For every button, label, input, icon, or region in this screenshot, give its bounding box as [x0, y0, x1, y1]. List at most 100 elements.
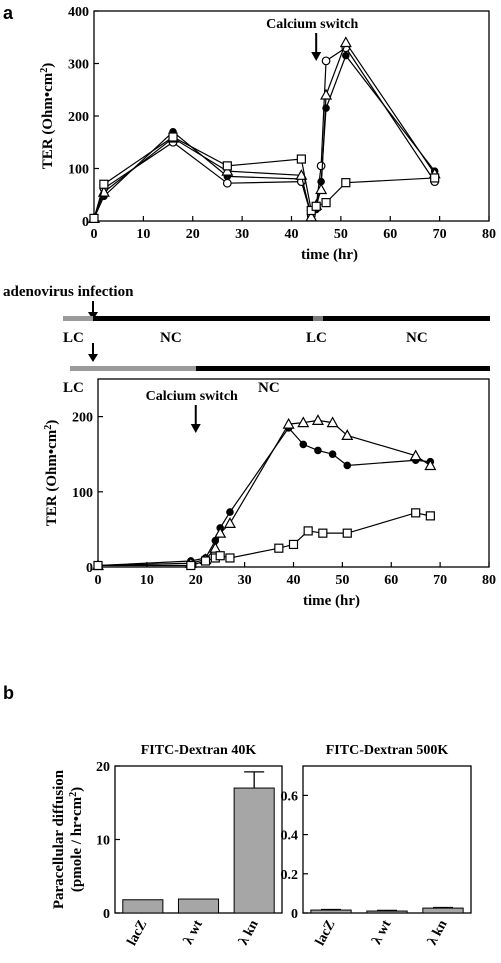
data-point-open-square [425, 511, 435, 521]
data-point-filled-circle [342, 51, 350, 60]
x-tick-label: 30 [235, 227, 249, 242]
data-point-open-square [168, 132, 178, 142]
y-tick-label: 0 [82, 215, 89, 230]
infection-label: adenovirus infection [3, 284, 134, 300]
y-tick-label: 0 [86, 561, 93, 576]
timeline1-lc2-gray [313, 316, 323, 321]
data-point-open-circle [222, 178, 232, 188]
x-tick-label: 80 [482, 227, 496, 242]
bar-0 [122, 899, 164, 914]
data-point-open-triangle [424, 459, 437, 471]
x-tick-label: 40 [287, 573, 301, 588]
data-point-open-square [215, 551, 225, 561]
data-point-open-triangle [305, 210, 318, 222]
data-point-open-square [311, 201, 321, 211]
x-tick-label: 10 [140, 573, 154, 588]
plot-frame [97, 378, 490, 568]
x-tick-label: 30 [238, 573, 252, 588]
data-point-open-square [288, 539, 299, 550]
timeline1-label-lc2: LC [306, 330, 327, 346]
data-point-open-triangle [326, 416, 339, 428]
series-line-open-circle [93, 46, 436, 219]
chart-ter-top: 0 10 20 30 40 50 60 70 80 0 100 200 300 400 time (hr) T… [39, 5, 497, 263]
bar-2 [233, 787, 275, 914]
data-point-open-triangle [223, 517, 236, 528]
y-tick-label: 0.2 [281, 868, 299, 883]
y-axis-label-line2: (pmole / hr•cm2) [68, 787, 86, 892]
chart-title: FITC-Dextran 500K [326, 743, 449, 758]
timeline1-label-nc2: NC [406, 330, 428, 346]
data-point-open-square [186, 560, 196, 571]
data-point-filled-circle [299, 440, 308, 449]
chart-dextran-40k: 0 10 20 FITC-Dextran 40K Paracellular diffus… [51, 743, 283, 948]
bar-0 [310, 909, 352, 914]
data-point-open-square [342, 528, 352, 538]
y-tick-label: 200 [68, 110, 89, 125]
data-point-open-triangle [315, 183, 328, 195]
data-point-open-triangle [282, 417, 295, 429]
y-tick-label: 10 [96, 834, 110, 849]
x-category-label: λ kn [236, 918, 262, 948]
y-axis-label: TER (Ohm•cm2) [39, 63, 57, 170]
data-point-open-triangle [221, 164, 234, 176]
calcium-switch-arrowhead [190, 424, 201, 433]
timeline2-label-nc: NC [258, 380, 280, 396]
infection-arrowhead-2 [88, 354, 98, 362]
series-line-open-triangle [93, 41, 436, 219]
y-axis-label-line1: Paracellular diffusion [51, 769, 67, 909]
x-tick-label: 60 [384, 573, 398, 588]
data-point-filled-circle [226, 508, 234, 516]
x-category-label: λ kn [425, 918, 451, 948]
data-point-open-square [341, 178, 351, 188]
plot-frame [93, 10, 490, 222]
data-point-filled-circle [343, 461, 352, 470]
series-line-filled-circle [93, 54, 436, 219]
x-tick-label: 0 [91, 227, 98, 242]
calcium-switch-label: Calcium switch [266, 17, 358, 32]
x-tick-label: 20 [189, 573, 203, 588]
y-tick-label: 0.6 [281, 789, 299, 804]
series-line-open-square [93, 136, 435, 219]
data-point-open-triangle [311, 414, 324, 425]
y-tick-label: 100 [72, 486, 93, 501]
series-line-open-triangle [97, 419, 431, 567]
calcium-switch-label: Calcium switch [146, 389, 238, 404]
calcium-switch-arrowhead [311, 52, 322, 61]
chart-ter-bottom: 0 10 20 30 40 50 60 70 80 0 100 200 time (hr) TER (Oh… [43, 378, 496, 609]
x-category-label: lacZ [313, 918, 339, 948]
data-point-open-square [411, 508, 421, 518]
x-category-label: λ wt [181, 918, 206, 948]
timeline1-lc-gray [63, 316, 93, 321]
data-point-filled-circle [328, 450, 337, 459]
data-point-open-square [430, 173, 440, 183]
x-tick-label: 70 [433, 573, 447, 588]
timeline1-label-lc: LC [63, 330, 84, 346]
x-tick-label: 0 [95, 573, 102, 588]
timeline2-nc-black [196, 366, 490, 371]
data-point-open-triangle [209, 541, 222, 553]
chart-dextran-500k: 0 0.2 0.4 0.6 FITC-Dextran 500K lacZ λ wt λ kn [281, 743, 472, 948]
data-point-open-circle [316, 161, 326, 171]
y-tick-label: 300 [68, 58, 89, 73]
x-axis-label: time (hr) [301, 247, 358, 263]
data-point-open-square [89, 213, 99, 223]
bar-1 [366, 910, 408, 914]
chart-title: FITC-Dextran 40K [141, 743, 257, 758]
y-tick-label: 0.4 [281, 829, 299, 844]
timeline2-label-lc: LC [63, 380, 84, 396]
x-tick-label: 40 [285, 227, 299, 242]
y-axis-label: TER (Ohm•cm2) [43, 420, 61, 527]
data-point-open-square [318, 528, 328, 538]
y-tick-label: 400 [68, 5, 89, 20]
data-point-open-square [303, 526, 313, 536]
y-tick-label: 0 [291, 907, 298, 922]
y-tick-label: 100 [68, 163, 89, 178]
panel-a-letter: a [3, 3, 14, 23]
y-tick-label: 0 [103, 907, 110, 922]
data-point-filled-circle [314, 446, 322, 455]
series-line-filled-circle [97, 426, 431, 567]
bar-1 [177, 898, 220, 914]
data-point-open-square [93, 560, 103, 571]
data-point-open-square [222, 161, 232, 171]
data-point-open-square [99, 179, 109, 189]
